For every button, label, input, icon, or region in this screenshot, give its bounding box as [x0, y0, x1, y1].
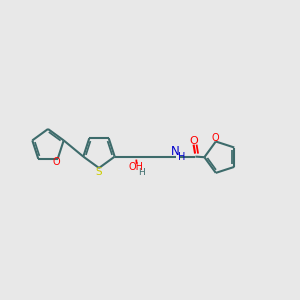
Text: H: H [178, 152, 186, 162]
Text: O: O [190, 136, 198, 146]
Text: O: O [212, 133, 220, 143]
Text: S: S [96, 167, 102, 177]
Text: N: N [171, 145, 180, 158]
Text: H: H [138, 168, 145, 177]
Text: O: O [52, 158, 60, 167]
Text: OH: OH [129, 162, 144, 172]
